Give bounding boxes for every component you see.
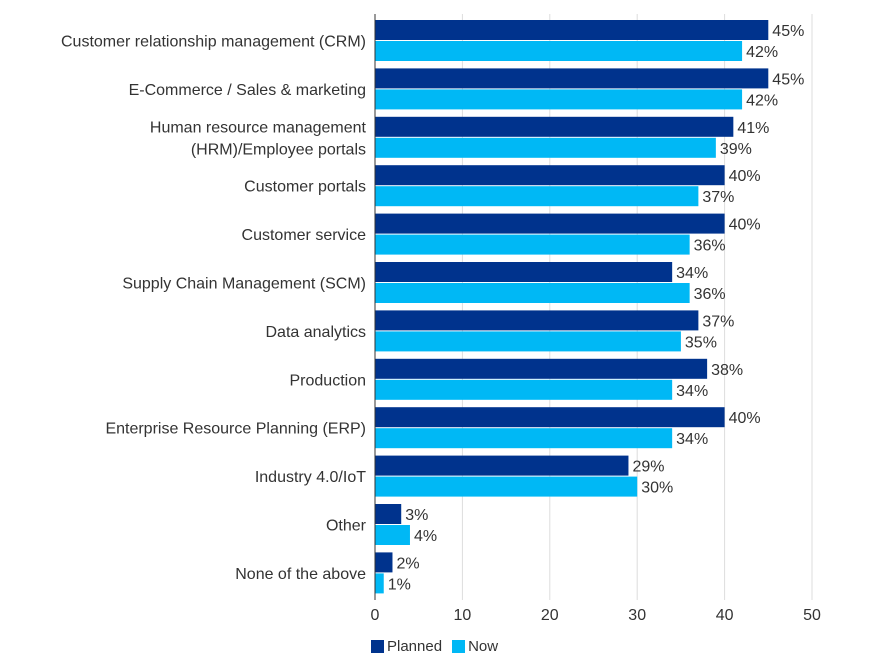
category-label: Human resource management — [150, 119, 367, 136]
grid-lines — [461, 14, 813, 600]
bar-now — [375, 89, 743, 110]
bar-now — [375, 331, 681, 352]
category-label: Other — [326, 518, 367, 535]
value-label-planned: 3% — [405, 507, 428, 524]
bar-now — [375, 573, 384, 594]
legend-swatch-now — [452, 640, 466, 653]
bar-now — [375, 137, 716, 158]
category-label: Enterprise Resource Planning (ERP) — [105, 421, 366, 438]
bar-planned — [375, 20, 769, 40]
value-label-planned: 45% — [772, 23, 804, 40]
category-label: Data analytics — [266, 324, 367, 341]
bar-planned — [375, 358, 708, 379]
bar-now — [375, 525, 410, 545]
value-labels: 45%42%45%42%41%39%40%37%40%36%34%36%37%3… — [388, 23, 805, 593]
bar-planned — [375, 68, 769, 89]
legend-swatch-planned — [371, 640, 384, 653]
bar-now — [375, 186, 699, 207]
value-label-planned: 38% — [711, 362, 743, 379]
value-label-now: 37% — [702, 189, 734, 206]
value-label-now: 35% — [685, 334, 717, 351]
bar-planned — [375, 407, 725, 428]
category-label: E-Commerce / Sales & marketing — [129, 82, 366, 99]
legend-item-planned: Planned — [371, 638, 442, 655]
legend-item-now: Now — [452, 638, 498, 655]
bar-planned — [375, 213, 725, 234]
value-label-now: 36% — [694, 238, 726, 255]
category-label: Customer service — [242, 227, 367, 244]
value-label-now: 1% — [388, 576, 411, 593]
value-label-now: 36% — [694, 286, 726, 303]
bar-planned — [375, 116, 734, 137]
x-tick-label: 30 — [628, 607, 646, 624]
legend: Planned Now — [371, 638, 508, 655]
legend-label-planned: Planned — [387, 638, 443, 655]
bar-planned — [375, 262, 673, 282]
bar-planned — [375, 310, 699, 331]
value-label-planned: 40% — [729, 410, 761, 427]
legend-label-now: Now — [468, 638, 499, 655]
bar-now — [375, 428, 673, 449]
category-label: None of the above — [235, 566, 366, 583]
bar-now — [375, 476, 638, 497]
bar-planned — [375, 552, 393, 573]
category-label: Industry 4.0/IoT — [255, 469, 366, 486]
value-label-now: 42% — [746, 44, 778, 61]
value-label-planned: 34% — [676, 265, 708, 282]
category-label: Customer relationship management (CRM) — [61, 34, 366, 51]
value-label-now: 34% — [676, 383, 708, 400]
category-label: Supply Chain Management (SCM) — [122, 276, 366, 293]
x-tick-label: 20 — [541, 607, 559, 624]
x-tick-label: 0 — [371, 607, 380, 624]
value-label-planned: 2% — [396, 555, 419, 572]
value-label-planned: 41% — [737, 120, 769, 137]
value-label-planned: 40% — [729, 217, 761, 234]
value-label-now: 4% — [414, 528, 437, 545]
value-label-now: 39% — [720, 141, 752, 158]
x-tick-label: 50 — [803, 607, 821, 624]
value-label-planned: 45% — [772, 71, 804, 88]
x-tick-label: 40 — [716, 607, 734, 624]
category-label: Production — [290, 372, 367, 389]
category-label: (HRM)/Employee portals — [191, 141, 366, 158]
bars — [375, 20, 769, 594]
bar-planned — [375, 455, 629, 476]
value-label-planned: 40% — [729, 168, 761, 185]
value-label-now: 34% — [676, 431, 708, 448]
value-label-planned: 37% — [702, 313, 734, 330]
value-label-now: 42% — [746, 92, 778, 109]
x-axis-ticks: 0 10 20 30 40 50 — [371, 607, 821, 624]
category-labels: Customer relationship management (CRM) E-… — [61, 34, 367, 583]
category-label: Customer portals — [244, 179, 366, 196]
value-label-now: 30% — [641, 480, 673, 497]
bar-planned — [375, 504, 402, 524]
bar-now — [375, 283, 690, 303]
value-label-planned: 29% — [632, 459, 664, 476]
bar-planned — [375, 165, 725, 186]
bar-now — [375, 234, 690, 255]
x-tick-label: 10 — [454, 607, 472, 624]
bar-now — [375, 379, 673, 400]
bar-now — [375, 41, 743, 61]
